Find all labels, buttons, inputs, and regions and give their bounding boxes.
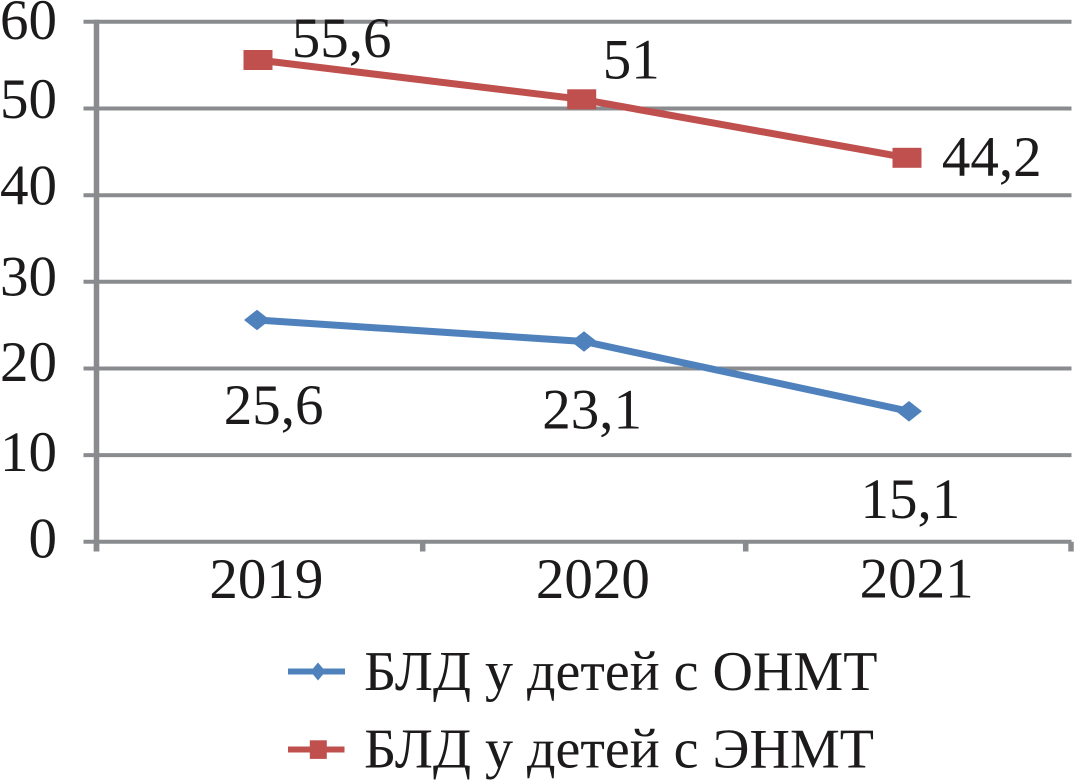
svg-text:60: 60 (0, 0, 57, 52)
svg-text:44,2: 44,2 (942, 126, 1042, 189)
svg-text:55,6: 55,6 (292, 7, 392, 70)
svg-text:40: 40 (0, 155, 57, 218)
svg-text:23,1: 23,1 (542, 379, 642, 442)
svg-text:БЛД у детей с ОНМТ: БЛД у детей с ОНМТ (364, 641, 877, 703)
svg-text:25,6: 25,6 (224, 374, 324, 437)
svg-text:БЛД у детей с ЭНМТ: БЛД у детей с ЭНМТ (364, 719, 874, 781)
svg-text:51: 51 (603, 29, 660, 92)
svg-text:10: 10 (0, 421, 57, 484)
svg-text:2019: 2019 (209, 548, 323, 611)
svg-text:30: 30 (0, 245, 57, 308)
svg-text:2020: 2020 (536, 548, 650, 611)
svg-text:20: 20 (0, 331, 57, 394)
svg-text:0: 0 (29, 508, 58, 571)
svg-text:15,1: 15,1 (861, 468, 961, 531)
svg-text:50: 50 (0, 68, 57, 131)
svg-text:2021: 2021 (860, 548, 974, 611)
